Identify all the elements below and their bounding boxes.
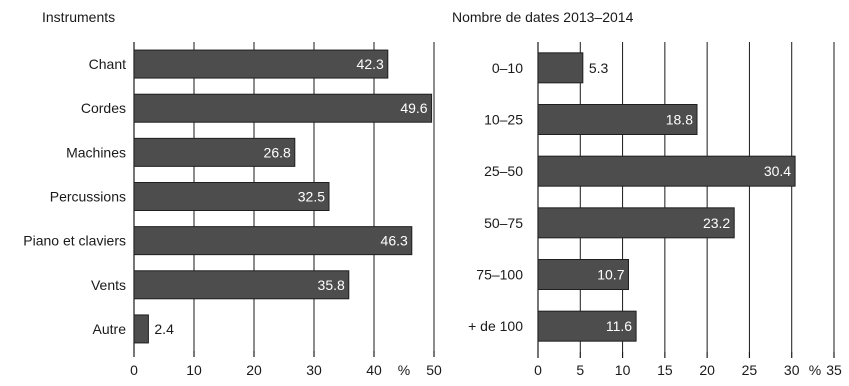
dates-bar-0 bbox=[537, 52, 584, 84]
dates-bar-3 bbox=[537, 207, 735, 239]
instruments-category-label-2: Machines bbox=[66, 144, 126, 160]
instruments-tick-label-50: 50 bbox=[426, 362, 442, 378]
dates-tick-label-30: 30 bbox=[784, 362, 800, 378]
dates-category-label-0: 0–10 bbox=[492, 60, 523, 76]
instruments-tick-label-20: 20 bbox=[246, 362, 262, 378]
dates-bar-4 bbox=[537, 259, 629, 290]
dates-title: Nombre de dates 2013–2014 bbox=[452, 9, 634, 25]
instruments-value-label-3: 32.5 bbox=[298, 189, 325, 205]
instruments-bar-1 bbox=[133, 93, 433, 123]
instruments-bar-0 bbox=[133, 49, 389, 79]
dates-tick-label-10: 10 bbox=[615, 362, 631, 378]
instruments-category-label-5: Vents bbox=[91, 277, 126, 293]
dates-value-label-0: 5.3 bbox=[589, 60, 609, 76]
dates-value-label-5: 11.6 bbox=[606, 318, 632, 334]
dates-value-label-4: 10.7 bbox=[597, 267, 624, 283]
instruments-bar-4 bbox=[133, 226, 413, 256]
instruments-value-label-2: 26.8 bbox=[264, 144, 291, 160]
instruments-bar-2 bbox=[133, 137, 296, 167]
instruments-bar-5 bbox=[133, 270, 350, 300]
dates-tick-label-20: 20 bbox=[699, 362, 715, 378]
instruments-tick-label-30: 30 bbox=[306, 362, 322, 378]
dates-chart: Nombre de dates 2013–2014 0 5 10 15 20 25 30 35%… bbox=[452, 9, 842, 378]
instruments-category-label-3: Percussions bbox=[50, 189, 126, 205]
instruments-category-label-4: Piano et claviers bbox=[23, 233, 126, 249]
dates-category-label-1: 10–25 bbox=[484, 112, 523, 128]
instruments-tick-label-0: 0 bbox=[130, 362, 138, 378]
instruments-chart: Instruments 0 10 20 30 40 50% Chant 42.3 Cordes 49… bbox=[23, 9, 442, 378]
instruments-value-label-6: 2.4 bbox=[154, 321, 174, 337]
instruments-value-label-4: 46.3 bbox=[381, 233, 408, 249]
instruments-unit-label: % bbox=[398, 362, 410, 378]
dates-unit-label: % bbox=[809, 362, 821, 378]
instruments-bar-3 bbox=[133, 182, 330, 211]
dates-tick-label-5: 5 bbox=[576, 362, 584, 378]
dates-category-label-3: 50–75 bbox=[484, 215, 523, 231]
dates-tick-label-35: 35 bbox=[826, 362, 842, 378]
instruments-title: Instruments bbox=[42, 9, 115, 25]
dates-tick-label-15: 15 bbox=[657, 362, 673, 378]
instruments-category-label-6: Autre bbox=[93, 321, 127, 337]
dates-tick-label-0: 0 bbox=[534, 362, 542, 378]
dates-value-label-3: 23.2 bbox=[703, 215, 730, 231]
instruments-tick-label-40: 40 bbox=[366, 362, 382, 378]
instruments-value-label-1: 49.6 bbox=[400, 100, 427, 116]
instruments-value-label-0: 42.3 bbox=[357, 56, 384, 72]
dates-bar-1 bbox=[537, 104, 698, 135]
dates-category-label-2: 25–50 bbox=[484, 163, 523, 179]
instruments-value-label-5: 35.8 bbox=[318, 277, 345, 293]
dates-bar-5 bbox=[537, 310, 637, 342]
dates-category-label-5: + de 100 bbox=[468, 318, 523, 334]
instruments-category-label-0: Chant bbox=[89, 56, 126, 72]
instruments-tick-label-10: 10 bbox=[186, 362, 202, 378]
dates-bar-2 bbox=[537, 155, 796, 187]
dates-value-label-2: 30.4 bbox=[764, 163, 791, 179]
instruments-bar-6 bbox=[133, 314, 149, 344]
dates-value-label-1: 18.8 bbox=[666, 112, 693, 128]
dates-tick-label-25: 25 bbox=[742, 362, 758, 378]
instruments-category-label-1: Cordes bbox=[81, 100, 126, 116]
dates-category-label-4: 75–100 bbox=[476, 267, 523, 283]
